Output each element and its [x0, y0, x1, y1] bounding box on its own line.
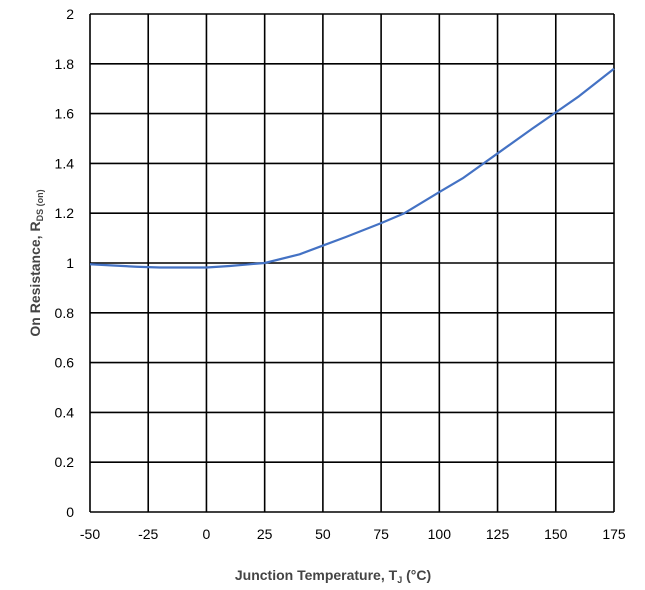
y-axis-ticks: 0 0.2 0.4 0.6 0.8 1 1.2 1.4 1.6 1.8 2 — [55, 6, 75, 520]
y-axis-title-subscript: DS (on) — [35, 189, 45, 221]
x-tick-label: 50 — [315, 526, 331, 542]
x-tick-label: -25 — [138, 526, 158, 542]
x-tick-label: 100 — [428, 526, 452, 542]
y-tick-label: 1.8 — [55, 56, 75, 72]
y-tick-label: 1.4 — [55, 155, 75, 171]
x-tick-label: 75 — [373, 526, 389, 542]
x-tick-label: 150 — [544, 526, 568, 542]
y-tick-label: 1.6 — [55, 106, 75, 122]
x-axis-title-main: Junction Temperature, T — [235, 567, 398, 583]
y-axis-title: On Resistance, RDS (on) — [27, 189, 45, 336]
y-tick-label: 1.2 — [55, 205, 75, 221]
y-tick-label: 0 — [66, 504, 74, 520]
x-axis-title-subscript: J — [397, 575, 402, 585]
data-series — [89, 67, 615, 269]
y-tick-label: 1 — [66, 255, 74, 271]
grid-lines — [89, 13, 615, 513]
y-tick-label: 0.8 — [55, 305, 75, 321]
x-tick-label: 125 — [486, 526, 510, 542]
x-tick-label: -50 — [80, 526, 100, 542]
y-tick-label: 0.2 — [55, 454, 75, 470]
y-axis-title-main: On Resistance, R — [27, 221, 43, 336]
y-tick-label: 0.6 — [55, 355, 75, 371]
x-axis-title: Junction Temperature, TJ (°C) — [235, 567, 431, 585]
y-tick-label: 0.4 — [55, 404, 75, 420]
x-axis-ticks: -50 -25 0 25 50 75 100 125 150 175 — [80, 526, 626, 542]
x-axis-title-unit: (°C) — [402, 567, 431, 583]
x-tick-label: 175 — [602, 526, 626, 542]
series-line — [89, 67, 615, 269]
x-tick-label: 25 — [257, 526, 273, 542]
x-tick-label: 0 — [203, 526, 211, 542]
y-tick-label: 2 — [66, 6, 74, 22]
